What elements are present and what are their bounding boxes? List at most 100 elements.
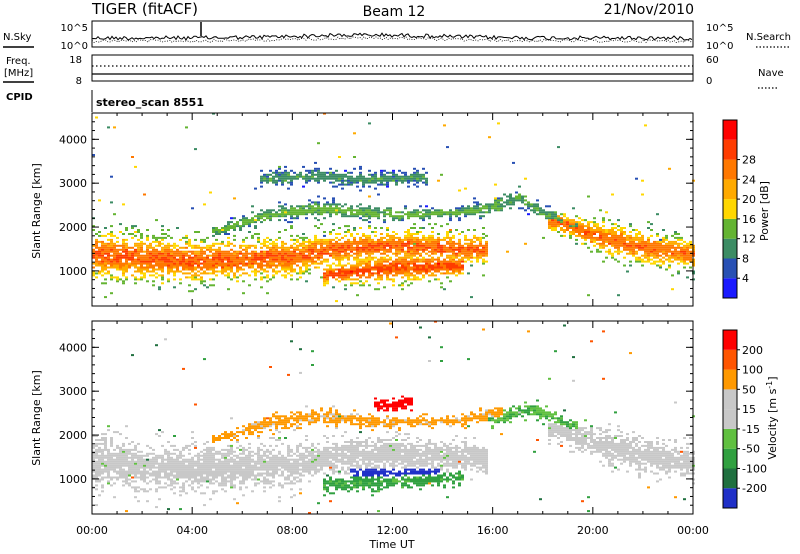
range-gate-cell — [107, 258, 110, 261]
range-gate-cell — [266, 425, 269, 428]
range-gate-cell — [467, 256, 470, 259]
range-gate-cell — [380, 181, 383, 184]
range-gate-cell — [164, 258, 167, 261]
range-gate-cell — [158, 472, 161, 475]
range-gate-cell — [584, 236, 587, 239]
range-gate-cell — [209, 478, 212, 481]
range-gate-cell — [275, 213, 278, 216]
range-gate-cell — [485, 211, 488, 214]
range-gate-cell — [344, 173, 347, 176]
range-gate-cell — [188, 460, 191, 463]
range-gate-cell — [398, 256, 401, 259]
range-gate-cell — [317, 173, 320, 176]
range-gate-cell — [380, 274, 383, 277]
range-gate-cell — [239, 456, 242, 459]
range-gate-cell — [188, 466, 191, 469]
range-gate-cell — [281, 183, 284, 186]
range-gate-cell — [611, 256, 614, 259]
range-gate-cell — [335, 278, 338, 281]
range-gate-cell — [140, 478, 143, 481]
range-gate-cell — [275, 266, 278, 269]
range-gate-cell — [386, 207, 389, 210]
range-gate-cell — [317, 205, 320, 208]
range-gate-cell — [185, 264, 188, 267]
range-gate-cell — [563, 234, 566, 237]
range-gate-cell — [467, 258, 470, 261]
range-gate-cell — [410, 262, 413, 265]
range-gate-cell — [338, 177, 341, 180]
range-gate-cell — [287, 482, 290, 485]
range-gate-cell — [647, 252, 650, 255]
range-gate-cell — [344, 240, 347, 243]
range-gate-cell — [356, 252, 359, 255]
range-gate-cell — [644, 250, 647, 253]
range-gate-cell — [317, 266, 320, 269]
range-gate-cell — [284, 252, 287, 255]
scatter-cell — [125, 510, 128, 513]
range-gate-cell — [548, 211, 551, 214]
range-gate-cell — [344, 183, 347, 186]
range-gate-cell — [260, 250, 263, 253]
range-gate-cell — [107, 454, 110, 457]
range-gate-cell — [236, 431, 239, 434]
range-gate-cell — [341, 270, 344, 273]
range-gate-cell — [386, 254, 389, 257]
range-gate-cell — [371, 246, 374, 249]
range-gate-cell — [470, 254, 473, 257]
range-gate-cell — [209, 272, 212, 275]
range-gate-cell — [299, 254, 302, 257]
range-gate-cell — [422, 236, 425, 239]
range-gate-cell — [173, 462, 176, 465]
range-gate-cell — [650, 254, 653, 257]
range-gate-cell — [560, 229, 563, 231]
range-gate-cell — [221, 256, 224, 259]
range-gate-cell — [260, 466, 263, 469]
range-gate-cell — [128, 460, 131, 463]
range-gate-cell — [116, 462, 119, 465]
range-gate-cell — [356, 272, 359, 275]
range-gate-cell — [434, 213, 437, 216]
range-gate-cell — [140, 488, 143, 491]
range-gate-cell — [284, 423, 287, 426]
range-gate-cell — [635, 260, 638, 263]
range-gate-cell — [359, 207, 362, 210]
range-gate-cell — [296, 427, 299, 430]
range-gate-cell — [263, 458, 266, 461]
range-gate-cell — [173, 480, 176, 483]
range-gate-cell — [215, 231, 218, 233]
range-gate-cell — [284, 417, 287, 420]
range-gate-cell — [374, 231, 377, 233]
range-gate-cell — [101, 266, 104, 269]
range-gate-cell — [179, 270, 182, 273]
range-gate-cell — [413, 258, 416, 261]
range-gate-cell — [623, 248, 626, 251]
range-gate-cell — [278, 250, 281, 253]
range-gate-cell — [164, 464, 167, 467]
range-gate-cell — [332, 238, 335, 241]
range-gate-cell — [170, 464, 173, 467]
range-gate-cell — [335, 248, 338, 251]
range-gate-cell — [203, 458, 206, 461]
range-gate-cell — [464, 209, 467, 212]
range-gate-cell — [287, 448, 290, 451]
range-gate-cell — [212, 490, 215, 493]
range-gate-cell — [419, 278, 422, 281]
range-gate-cell — [182, 448, 185, 451]
range-gate-cell — [296, 425, 299, 428]
range-gate-cell — [245, 258, 248, 261]
range-gate-cell — [281, 240, 284, 243]
range-gate-cell — [116, 460, 119, 463]
range-gate-cell — [458, 240, 461, 243]
range-gate-cell — [632, 248, 635, 251]
range-gate-cell — [599, 231, 602, 233]
range-gate-cell — [305, 266, 308, 269]
range-gate-cell — [473, 197, 476, 200]
range-gate-cell — [290, 464, 293, 467]
range-gate-cell — [305, 254, 308, 257]
range-gate-cell — [422, 270, 425, 273]
range-gate-cell — [119, 258, 122, 261]
range-gate-cell — [686, 242, 689, 245]
range-gate-cell — [479, 250, 482, 253]
range-gate-cell — [134, 476, 137, 479]
range-gate-cell — [227, 233, 230, 235]
